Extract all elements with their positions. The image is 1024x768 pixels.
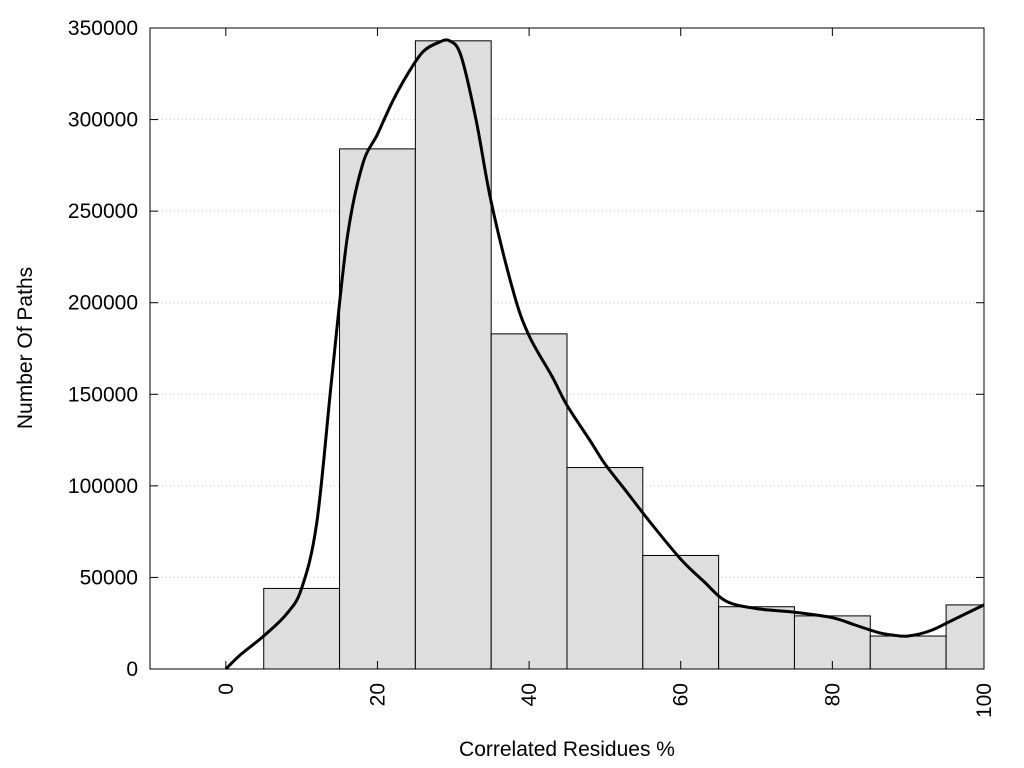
plot-frame [149, 27, 985, 670]
y-tick-label: 300000 [68, 109, 138, 132]
y-tick-label: 0 [126, 658, 138, 681]
y-tick-label: 350000 [68, 17, 138, 40]
histogram-bar [414, 40, 492, 670]
histogram-bar [793, 615, 871, 670]
x-tick-label: 60 [670, 683, 693, 706]
density-curve [224, 38, 985, 671]
density-curve-group [224, 38, 985, 671]
histogram-bar [566, 467, 644, 670]
y-tick-label: 150000 [68, 383, 138, 406]
histogram-bar [869, 635, 947, 670]
y-tick-label: 50000 [80, 566, 138, 589]
y-tick-label: 200000 [68, 292, 138, 315]
x-axis-label: Correlated Residues % [459, 738, 675, 761]
x-tick-label: 0 [215, 683, 238, 695]
histogram-bar [339, 148, 416, 670]
x-tick-label: 40 [518, 683, 541, 706]
y-axis-label: Number Of Paths [14, 267, 37, 429]
x-tick-label: 100 [973, 683, 996, 718]
histogram-bar [718, 606, 795, 670]
histogram-bar [642, 554, 720, 670]
x-tick-label: 80 [821, 683, 844, 706]
histogram-bar [263, 587, 341, 670]
axis-ticks: 0 50000 100000 150000 200000 250000 300000 3500… [68, 17, 996, 718]
y-tick-label: 100000 [68, 475, 138, 498]
y-tick-label: 250000 [68, 200, 138, 223]
histogram-bars [263, 40, 985, 670]
x-tick-label: 20 [366, 683, 389, 706]
